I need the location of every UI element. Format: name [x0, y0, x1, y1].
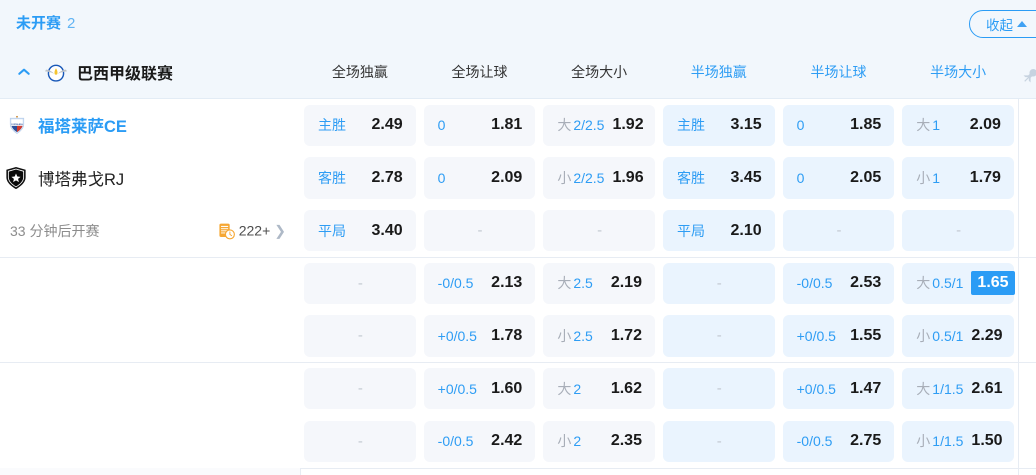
- svg-text:FORTALEZA: FORTALEZA: [11, 123, 23, 126]
